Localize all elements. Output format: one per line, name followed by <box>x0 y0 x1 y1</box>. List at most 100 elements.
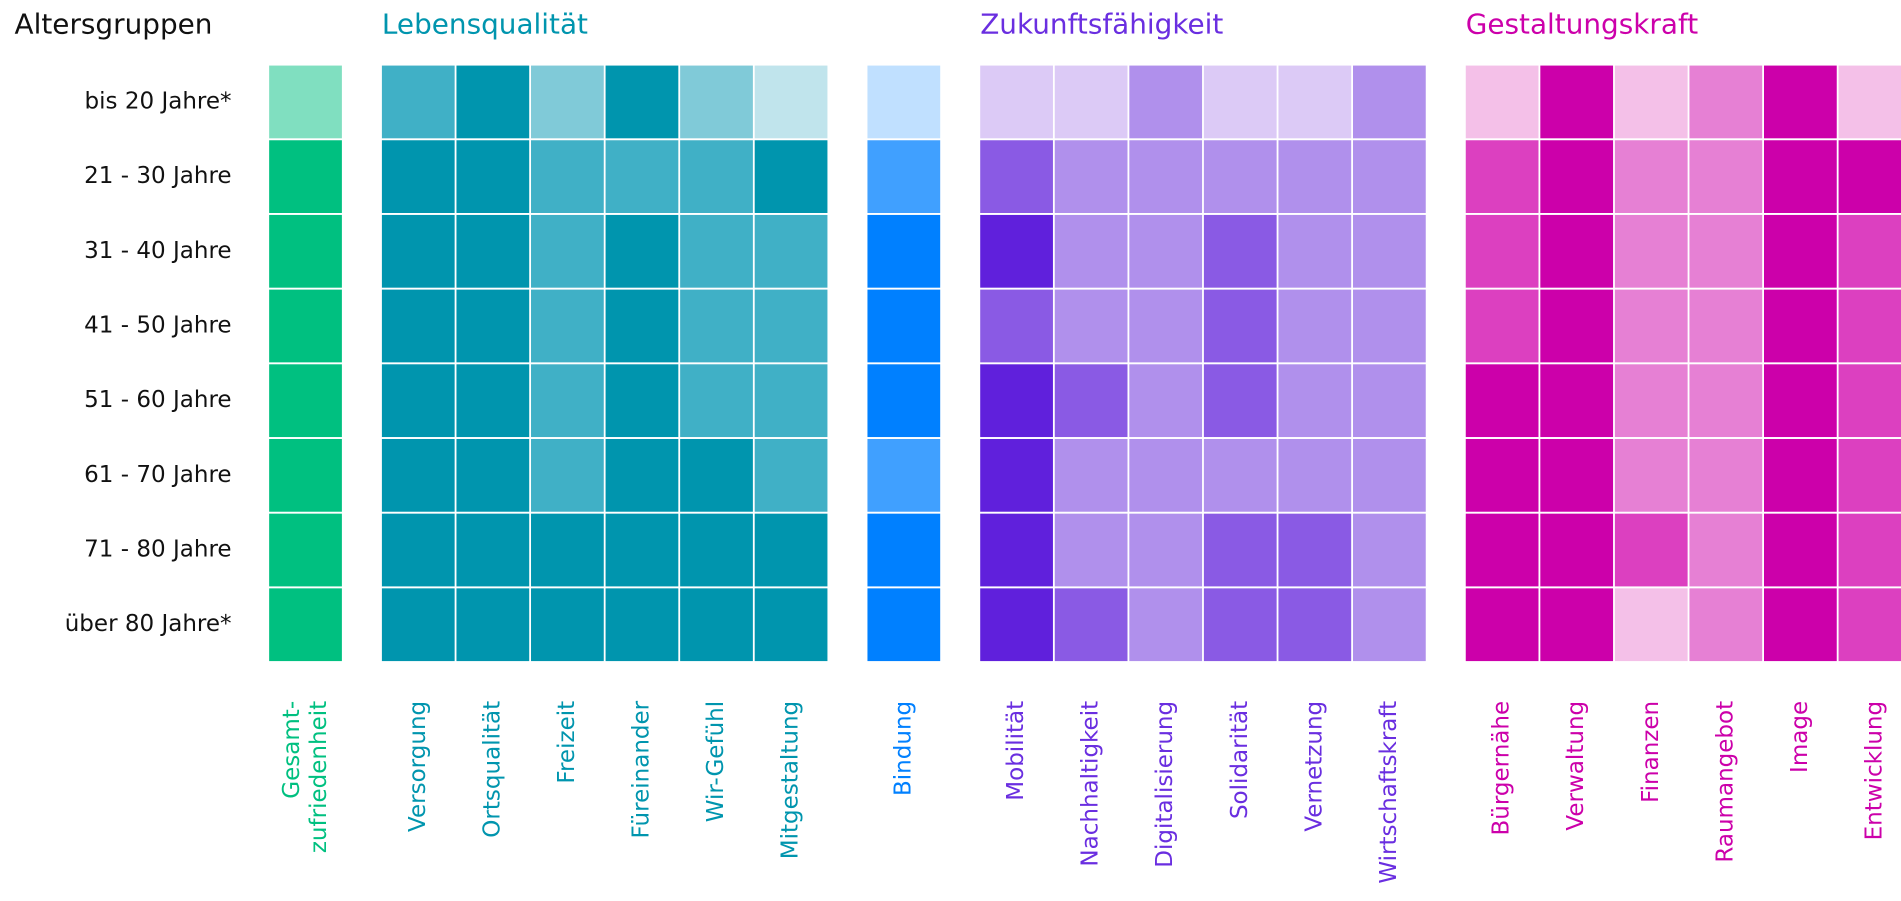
heatmap-cell <box>1540 65 1614 139</box>
heatmap-cell <box>1054 588 1128 662</box>
heatmap-cell <box>754 588 828 662</box>
heatmap-cell <box>456 364 530 438</box>
heatmap-cell <box>1129 364 1203 438</box>
column-label-line: zufriedenheit <box>305 701 331 853</box>
heatmap-cell <box>1129 438 1203 512</box>
heatmap-cell <box>531 364 604 438</box>
heatmap-cell <box>531 289 604 363</box>
column-label: Bindung <box>890 701 916 796</box>
heatmap-cell <box>456 214 530 288</box>
heatmap-cell <box>1054 289 1128 363</box>
heatmap-cell <box>605 513 679 587</box>
heatmap-cell <box>605 588 679 662</box>
heatmap-cell <box>980 364 1053 438</box>
heatmap-cell <box>1764 588 1837 662</box>
heatmap-cell <box>1203 140 1277 213</box>
heatmap-cell <box>1353 214 1426 288</box>
heatmap-cell <box>1540 513 1614 587</box>
heatmap-cell <box>1054 513 1128 587</box>
heatmap-cell <box>1540 588 1614 662</box>
heatmap-cell <box>1764 214 1837 288</box>
column-label: Freizeit <box>554 701 580 784</box>
heatmap-cell <box>1129 289 1203 363</box>
heatmap-cell <box>1278 513 1352 587</box>
heatmap-cell <box>1689 289 1763 363</box>
column-label: Verwaltung <box>1563 701 1589 831</box>
heatmap-cell <box>1203 364 1277 438</box>
heatmap-cell <box>1614 364 1688 438</box>
heatmap-cell <box>1838 289 1901 363</box>
heatmap-cell <box>1203 438 1277 512</box>
heatmap-cell <box>269 438 342 512</box>
heatmap-cell <box>980 214 1053 288</box>
heatmap-cell <box>456 140 530 213</box>
heatmap-cell <box>754 364 828 438</box>
heatmap-cell <box>456 588 530 662</box>
heatmap-cell <box>456 65 530 139</box>
heatmap-cell <box>1054 140 1128 213</box>
heatmap-cell <box>1278 588 1352 662</box>
heatmap-cell <box>1465 65 1539 139</box>
heatmap-cell <box>269 364 342 438</box>
heatmap-cell <box>1689 65 1763 139</box>
heatmap-cell <box>980 513 1053 587</box>
heatmap-cell <box>1054 364 1128 438</box>
heatmap-cell <box>754 289 828 363</box>
heatmap-cell <box>867 140 941 213</box>
heatmap-cell <box>269 289 342 363</box>
heatmap-cell <box>1465 513 1539 587</box>
heatmap-cell <box>1764 289 1837 363</box>
heatmap-cell <box>754 513 828 587</box>
column-label: Nachhaltigkeit <box>1078 701 1104 867</box>
heatmap-cell <box>980 140 1053 213</box>
heatmap-cell <box>1054 65 1128 139</box>
row-label: bis 20 Jahre* <box>85 88 232 114</box>
heatmap-cell <box>680 65 753 139</box>
heatmap-cell <box>456 438 530 512</box>
column-label: Mobilität <box>1003 701 1029 801</box>
heatmap-cell <box>1838 513 1901 587</box>
group-title: Zukunftsfähigkeit <box>980 8 1223 41</box>
heatmap-cell <box>381 289 455 363</box>
row-label: 51 - 60 Jahre <box>84 387 231 413</box>
heatmap-cell <box>754 438 828 512</box>
heatmap-cell <box>1764 438 1837 512</box>
heatmap-cell <box>269 214 342 288</box>
row-label: 21 - 30 Jahre <box>84 163 231 189</box>
heatmap-cell <box>1540 140 1614 213</box>
column-label-line: Gesamt- <box>279 701 305 799</box>
heatmap-cell <box>269 140 342 213</box>
group-title: Lebensqualität <box>382 8 588 41</box>
heatmap-cell <box>269 588 342 662</box>
heatmap-cell <box>1689 588 1763 662</box>
heatmap-cell <box>1203 214 1277 288</box>
column-label: Raumangebot <box>1712 701 1738 863</box>
column-label: Mitgestaltung <box>778 701 804 859</box>
heatmap-cell <box>605 65 679 139</box>
heatmap-cell <box>456 513 530 587</box>
heatmap-cell <box>1689 140 1763 213</box>
heatmap-cell <box>1129 140 1203 213</box>
heatmap-cell <box>1054 214 1128 288</box>
heatmap-cell <box>1838 214 1901 288</box>
heatmap-cell <box>980 588 1053 662</box>
heatmap-cell <box>1465 289 1539 363</box>
heatmap-cell <box>1764 140 1837 213</box>
column-label: Solidarität <box>1227 701 1253 819</box>
heatmap-cell <box>381 438 455 512</box>
heatmap-cell <box>1614 588 1688 662</box>
heatmap-cell <box>1764 513 1837 587</box>
heatmap-cell <box>980 289 1053 363</box>
heatmap-cell <box>680 438 753 512</box>
heatmap-cell <box>680 513 753 587</box>
heatmap-cell <box>1838 438 1901 512</box>
heatmap-cell <box>1465 438 1539 512</box>
heatmap-cell <box>1465 588 1539 662</box>
heatmap-cell <box>680 140 753 213</box>
heatmap-cell <box>1353 588 1426 662</box>
heatmap-cell <box>1203 289 1277 363</box>
row-label: 41 - 50 Jahre <box>84 312 231 338</box>
heatmap-cell <box>531 513 604 587</box>
heatmap-cell <box>381 65 455 139</box>
heatmap-cell <box>1689 438 1763 512</box>
